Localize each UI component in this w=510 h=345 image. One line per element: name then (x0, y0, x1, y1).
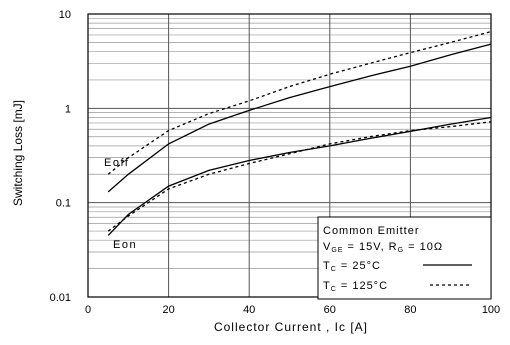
series-layer (107, 30, 492, 236)
eoff-125c-line (107, 30, 492, 175)
tick-labels: 0 20 40 60 80 100 0.01 0.1 1 10 (50, 9, 501, 316)
y-tick-label: 10 (59, 9, 71, 21)
x-tick-label: 40 (243, 304, 255, 316)
x-tick-label: 100 (482, 304, 500, 316)
y-tick-label: 1 (65, 103, 71, 115)
x-tick-label: 80 (404, 304, 416, 316)
x-axis-title: Collector Current , Ic [A] (214, 320, 368, 334)
eon-label: Eon (113, 239, 137, 251)
y-tick-label: 0.1 (56, 198, 71, 210)
legend-title: Common Emitter (323, 225, 420, 237)
x-tick-label: 20 (162, 304, 174, 316)
legend-conditions: VGE = 15V, RG = 10Ω (323, 241, 443, 254)
y-axis-title: Switching Loss [mJ] (11, 100, 25, 206)
x-tick-label: 0 (85, 304, 91, 316)
eon-125c-line (107, 121, 492, 232)
y-tick-label: 0.01 (50, 292, 71, 304)
grid (87, 14, 492, 298)
x-tick-label: 60 (324, 304, 336, 316)
legend: Common Emitter VGE = 15V, RG = 10Ω TC = … (317, 216, 492, 300)
eoff-25c-line (107, 43, 492, 193)
eoff-label: Eoff (104, 157, 129, 169)
legend-entry-25c: TC = 25°C (323, 260, 381, 273)
plot-frame (87, 13, 492, 298)
legend-entry-125c: TC = 125°C (323, 280, 388, 293)
